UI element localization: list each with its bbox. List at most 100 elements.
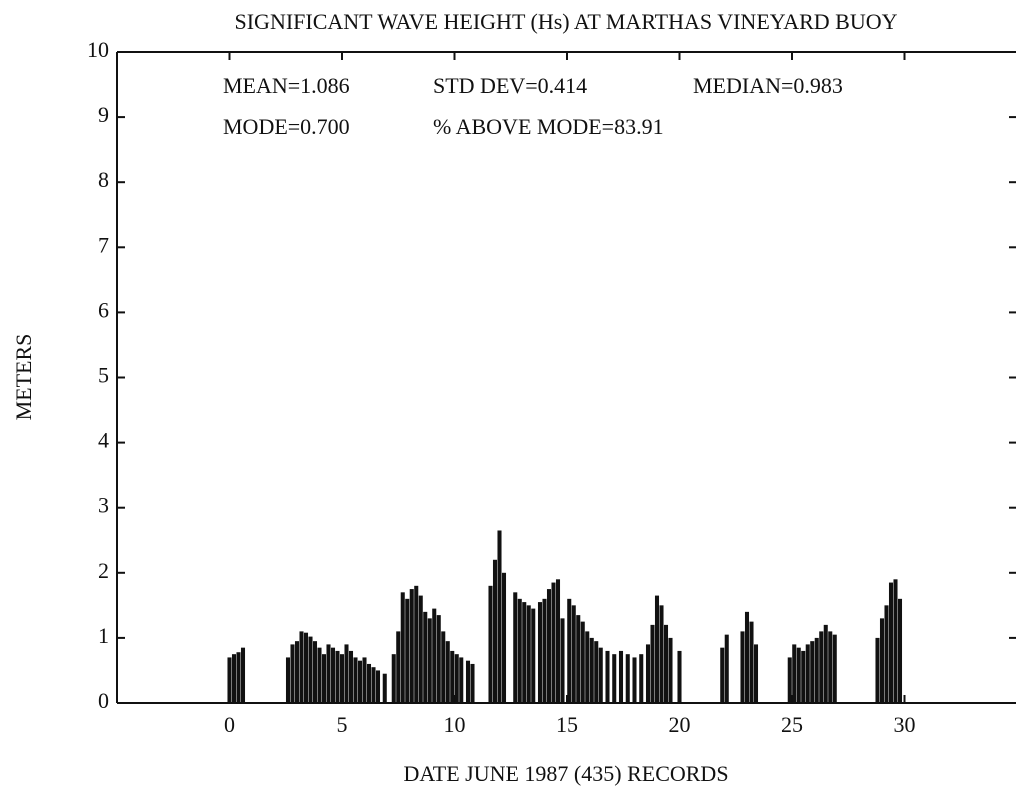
bar (625, 654, 630, 703)
bar (454, 654, 459, 703)
bar (526, 605, 531, 703)
y-tick-label: 2 (98, 558, 109, 583)
y-tick-label: 1 (98, 623, 109, 648)
bar (567, 598, 572, 703)
bar (744, 611, 750, 703)
bar (382, 673, 387, 703)
bar (546, 589, 552, 703)
bar (740, 631, 745, 703)
bar (589, 637, 594, 703)
bar (231, 654, 237, 703)
bar (391, 654, 396, 703)
bar (366, 663, 372, 703)
bar (371, 667, 376, 703)
y-tick-label: 6 (98, 297, 109, 322)
annotation: MEDIAN=0.983 (693, 73, 843, 98)
y-tick-label: 4 (98, 428, 109, 453)
bar (893, 579, 898, 703)
y-axis-label: METERS (11, 334, 36, 421)
x-tick-label: 25 (781, 712, 803, 737)
x-tick-label: 15 (556, 712, 578, 737)
bar (645, 644, 651, 703)
bar (605, 650, 610, 703)
y-tick-label: 8 (98, 167, 109, 192)
bar (875, 637, 880, 703)
annotation: % ABOVE MODE=83.91 (433, 114, 664, 139)
bar (542, 598, 547, 703)
bar (814, 637, 819, 703)
bar (470, 663, 475, 703)
chart-title: SIGNIFICANT WAVE HEIGHT (Hs) AT MARTHAS … (235, 9, 898, 34)
y-tick-label: 0 (98, 688, 109, 713)
bar (805, 644, 810, 703)
bar (724, 634, 729, 703)
bar (585, 631, 590, 703)
x-tick-label: 5 (337, 712, 348, 737)
bar (317, 647, 322, 703)
x-tick-label: 10 (444, 712, 466, 737)
bar (240, 647, 246, 703)
bar (427, 618, 432, 703)
bar (227, 657, 232, 703)
bar (801, 650, 806, 703)
bar (792, 644, 797, 703)
bar (409, 589, 414, 703)
bar (884, 605, 889, 703)
bar (459, 657, 464, 703)
bar (436, 615, 441, 703)
bar (294, 641, 300, 703)
bar (445, 641, 450, 703)
bar (654, 595, 660, 703)
bar (796, 647, 801, 703)
bar (362, 657, 367, 703)
bar (659, 605, 664, 703)
bar (321, 654, 327, 703)
bar (879, 618, 885, 703)
bar (663, 624, 669, 703)
bar (339, 654, 345, 703)
y-tick-label: 10 (87, 37, 109, 62)
bar (810, 641, 815, 703)
bar (513, 592, 518, 703)
bar (537, 602, 543, 703)
y-tick-label: 7 (98, 232, 109, 257)
bar (823, 624, 828, 703)
bar (236, 652, 241, 703)
bar (290, 644, 295, 703)
bar (335, 650, 340, 703)
bar (450, 650, 455, 703)
bar (668, 637, 673, 703)
annotation: MEAN=1.086 (223, 73, 350, 98)
bar (432, 608, 437, 703)
bar (531, 608, 536, 703)
bar (303, 632, 309, 703)
bar (594, 641, 599, 703)
bar (501, 572, 507, 703)
bar (612, 654, 617, 703)
bar (828, 631, 833, 703)
bar (492, 559, 498, 703)
bar (650, 624, 655, 703)
annotation: MODE=0.700 (223, 114, 350, 139)
bar (571, 605, 576, 703)
bar (580, 621, 585, 703)
bar (639, 654, 644, 703)
bar (720, 647, 725, 703)
bar (555, 579, 561, 703)
bar (632, 657, 637, 703)
bar (357, 660, 363, 703)
bar (299, 631, 304, 703)
bar (576, 615, 581, 703)
annotation: STD DEV=0.414 (433, 73, 587, 98)
x-tick-label: 20 (669, 712, 691, 737)
bar (330, 647, 336, 703)
bar (832, 634, 837, 703)
bar (405, 598, 410, 703)
bar (677, 650, 682, 703)
x-tick-label: 30 (894, 712, 916, 737)
x-axis-label: DATE JUNE 1987 (435) RECORDS (403, 761, 728, 786)
bar (375, 670, 381, 703)
bar (819, 631, 824, 703)
bar (753, 644, 759, 703)
